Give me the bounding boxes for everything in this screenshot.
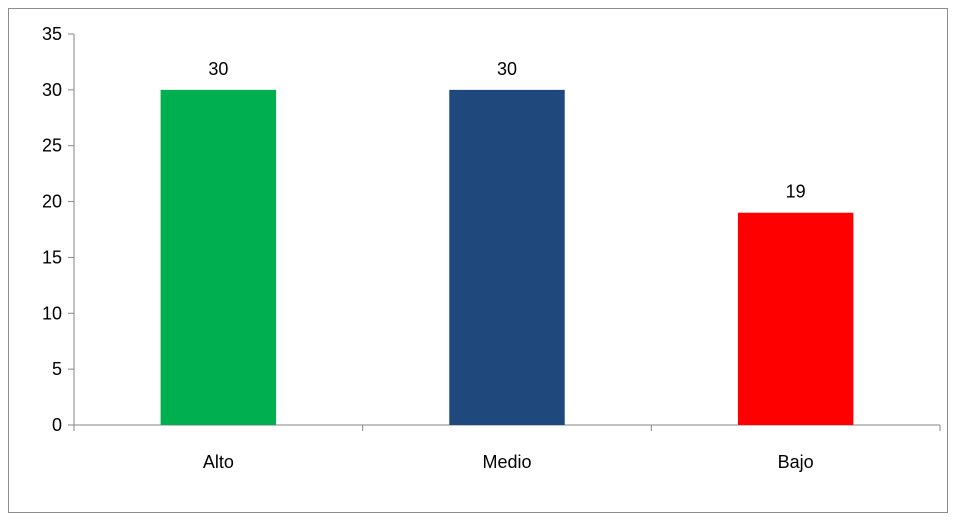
y-tick-label: 20 xyxy=(42,192,62,212)
y-tick-label: 30 xyxy=(42,80,62,100)
y-tick-label: 10 xyxy=(42,303,62,323)
y-tick-label: 35 xyxy=(42,24,62,44)
y-tick-label: 15 xyxy=(42,247,62,267)
data-label: 19 xyxy=(786,182,806,202)
bars xyxy=(160,89,854,425)
data-label: 30 xyxy=(208,59,228,79)
bar-bajo xyxy=(737,212,854,425)
y-tick-label: 25 xyxy=(42,136,62,156)
category-label: Alto xyxy=(203,452,234,472)
bar-alto xyxy=(160,89,277,425)
y-tick-label: 5 xyxy=(52,359,62,379)
category-label: Bajo xyxy=(778,452,814,472)
data-label: 30 xyxy=(497,59,517,79)
bar-medio xyxy=(449,89,565,425)
labels: 0 5 10 15 20 25 30 35 30 Alto 30 Medio 19 Bajo xyxy=(42,24,814,472)
y-tick-label: 0 xyxy=(52,415,62,435)
category-label: Medio xyxy=(482,452,531,472)
